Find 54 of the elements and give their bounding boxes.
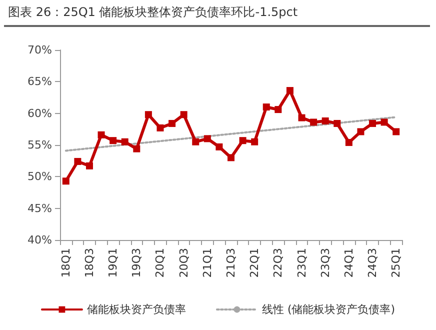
point — [357, 128, 364, 136]
point — [251, 138, 258, 146]
point — [274, 106, 282, 114]
y-tick-label: 45% — [28, 202, 52, 215]
point — [262, 104, 270, 110]
y-tick-label: 55% — [28, 138, 52, 152]
point — [110, 137, 117, 144]
point — [133, 145, 140, 152]
point — [121, 138, 128, 146]
x-tick-label: 25Q1 — [390, 248, 403, 278]
point — [62, 178, 70, 185]
point — [345, 138, 352, 146]
point — [392, 128, 400, 136]
x-tick-label: 18Q3 — [82, 248, 96, 278]
point — [228, 154, 234, 162]
y-tick-label: 65% — [28, 75, 52, 88]
point — [180, 111, 188, 118]
chart-title: 图表 26：25Q1 储能板块整体资产负债率环比-1.5pct — [8, 4, 298, 21]
x-tick-label: 23Q3 — [318, 248, 332, 278]
point — [216, 143, 223, 150]
y-tick-label: 60% — [28, 106, 52, 120]
point — [168, 120, 176, 127]
point — [204, 135, 211, 142]
x-tick-label: 22Q1 — [248, 248, 262, 278]
legend-label: 储能板块资产负债率 — [86, 303, 186, 316]
point — [334, 120, 341, 127]
x-tick-label: 23Q1 — [295, 248, 308, 278]
point — [322, 117, 329, 124]
y-tick-label: 40% — [28, 234, 52, 246]
x-tick-label: 22Q3 — [272, 248, 285, 278]
x-tick-label: 24Q3 — [366, 248, 380, 278]
point — [286, 87, 294, 94]
point — [74, 158, 82, 165]
point — [192, 138, 200, 146]
y-tick-label: 70% — [28, 44, 52, 56]
x-tick-label: 24Q1 — [342, 248, 356, 278]
x-tick-label: 20Q1 — [154, 248, 167, 278]
point — [98, 131, 105, 138]
x-tick-label: 21Q3 — [224, 248, 238, 278]
legend-label: 线性 (储能板块资产负债率) — [262, 303, 396, 316]
point — [369, 120, 376, 127]
point — [380, 118, 388, 126]
x-tick-label: 18Q1 — [59, 248, 72, 278]
point — [239, 137, 246, 144]
point — [310, 118, 318, 126]
x-tick-label: 20Q3 — [177, 248, 190, 278]
point — [156, 124, 164, 132]
point — [86, 162, 93, 170]
point — [144, 111, 152, 118]
y-tick-label: 50% — [28, 170, 52, 184]
x-tick-label: 19Q1 — [106, 248, 120, 278]
x-tick-label: 19Q3 — [130, 248, 144, 278]
point — [298, 114, 306, 122]
x-tick-label: 21Q1 — [200, 248, 214, 278]
